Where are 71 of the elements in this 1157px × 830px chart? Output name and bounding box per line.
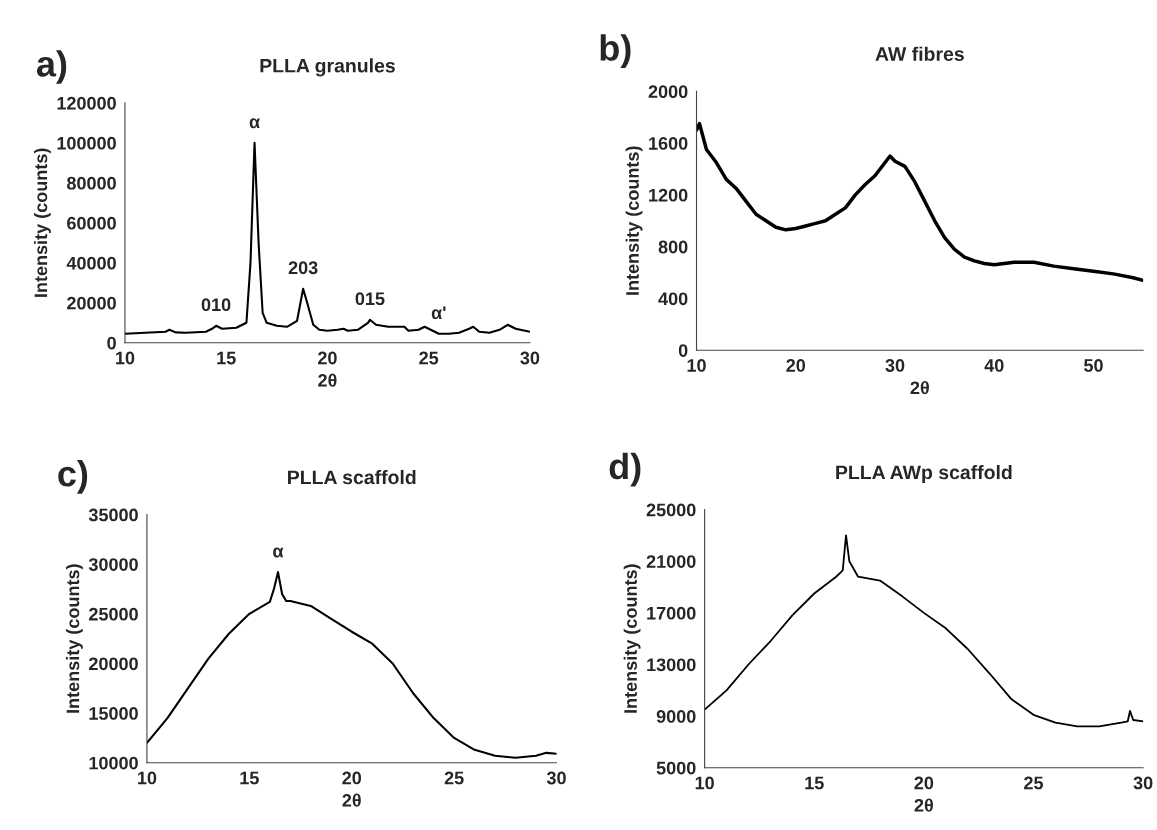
annotation: α [249, 118, 260, 129]
y-tick-label: 20000 [89, 657, 138, 671]
y-tick-label: 17000 [647, 606, 696, 620]
y-tick-label: 25000 [89, 607, 138, 621]
y-tick-label: 1600 [649, 137, 688, 150]
x-axis-title: 2θ [914, 798, 933, 812]
y-tick-label: 0 [107, 336, 116, 350]
x-tick-label: 25 [1024, 776, 1044, 790]
chart-title: PLLA granules [260, 58, 395, 77]
line-series [124, 141, 530, 335]
y-axis-title: Intensity (counts) [33, 148, 51, 297]
x-tick-label: 20 [786, 359, 806, 372]
x-tick-label: 30 [520, 351, 540, 365]
x-tick-label: 30 [546, 771, 566, 785]
chart-title: PLLA AWp scaffold [836, 464, 1012, 484]
x-tick-label: 30 [1133, 776, 1153, 790]
x-tick-label: 50 [1084, 359, 1103, 372]
y-axis-title: Intensity (counts) [66, 564, 83, 713]
y-tick-label: 40000 [66, 256, 116, 270]
annotation: α' [431, 306, 446, 320]
chart-title: PLLA scaffold [288, 469, 416, 485]
y-tick-label: 800 [658, 240, 688, 254]
text: d) [609, 452, 641, 487]
x-tick-label: 20 [342, 771, 362, 785]
line-series [696, 121, 1144, 283]
x-tick-label: 10 [116, 351, 135, 365]
y-tick-label: 35000 [88, 508, 138, 522]
y-tick-label: 10000 [89, 756, 138, 770]
y-tick-label: 5000 [656, 761, 696, 775]
x-tick-label: 15 [240, 771, 259, 785]
y-tick-label: 25000 [646, 503, 696, 517]
y-tick-label: 80000 [66, 176, 116, 190]
text: c) [58, 460, 88, 494]
x-tick-label: 10 [138, 771, 157, 785]
y-tick-label: 13000 [647, 658, 696, 672]
y-tick-label: 60000 [67, 216, 116, 230]
y-tick-label: 100000 [57, 136, 116, 150]
x-tick-label: 15 [217, 351, 236, 365]
y-tick-label: 15000 [89, 707, 138, 720]
annotation: 010 [201, 298, 231, 312]
x-tick-label: 20 [914, 776, 934, 790]
x-tick-label: 30 [885, 359, 905, 372]
text: a) [36, 50, 67, 84]
x-tick-label: 25 [444, 771, 464, 785]
y-tick-label: 0 [678, 344, 688, 357]
x-tick-label: 10 [687, 359, 706, 372]
x-axis-title: 2θ [342, 793, 361, 807]
y-axis-title: Intensity (counts) [623, 564, 641, 713]
x-tick-label: 20 [318, 351, 337, 365]
text: b) [600, 34, 631, 68]
x-axis-title: 2θ [910, 380, 929, 395]
x-tick-label: 25 [419, 351, 439, 365]
chart-title: AW fibres [875, 46, 964, 61]
y-tick-label: 9000 [656, 710, 696, 723]
y-tick-label: 20000 [67, 296, 116, 310]
y-tick-label: 21000 [646, 555, 696, 568]
x-axis-title: 2θ [318, 373, 337, 387]
annotation: α [273, 547, 284, 558]
x-tick-label: 40 [984, 359, 1004, 372]
x-tick-label: 15 [805, 776, 824, 790]
y-axis-title: Intensity (counts) [625, 146, 643, 295]
y-tick-label: 120000 [57, 96, 116, 110]
y-tick-label: 30000 [88, 558, 138, 571]
y-tick-label: 1200 [649, 188, 688, 202]
y-tick-label: 2000 [648, 85, 688, 99]
annotation: 015 [355, 292, 385, 306]
x-tick-label: 10 [695, 776, 714, 790]
line-series [146, 571, 557, 759]
y-tick-label: 400 [658, 292, 688, 306]
line-series [704, 534, 1144, 728]
annotation: 203 [288, 261, 318, 275]
